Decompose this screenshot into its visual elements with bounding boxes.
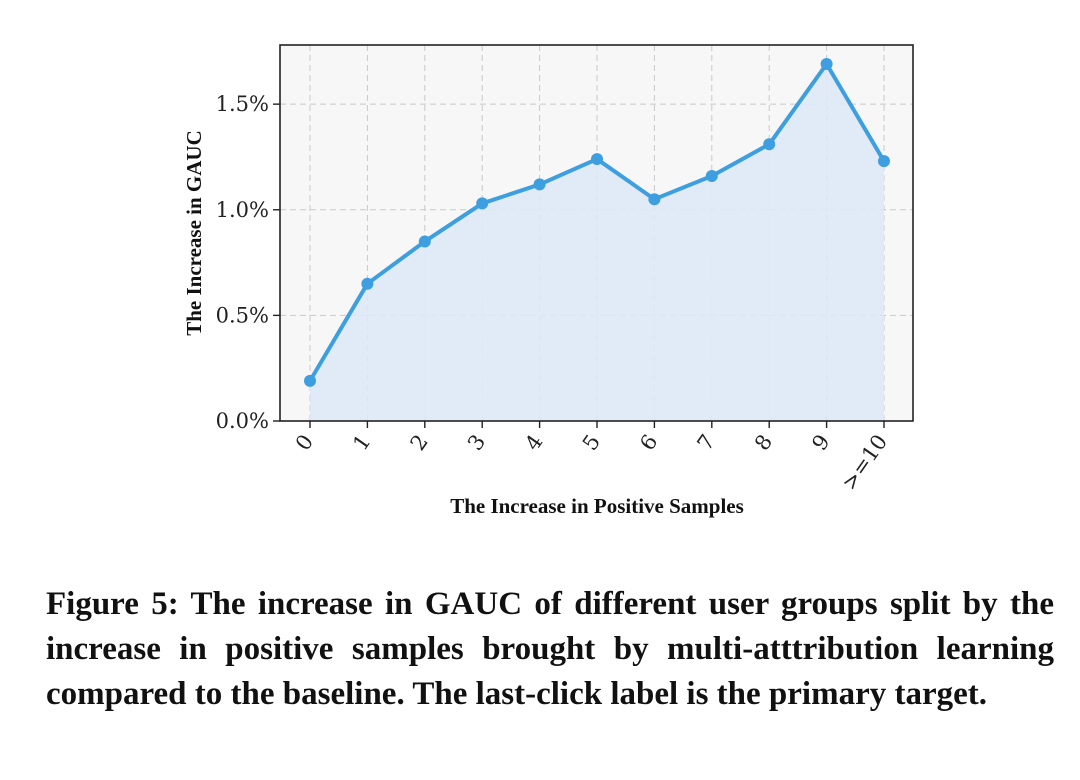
x-tick-label: 1	[348, 430, 375, 455]
gauc-line-chart: 0 1 2 3 4 5 6 7 8 9 >=10 0.0% 0.5% 1.0% 1.5% The Incr…	[182, 44, 914, 518]
x-tick-label: 4	[520, 430, 547, 455]
y-axis-label: The Increase in GAUC	[182, 130, 206, 336]
x-tick-label: 0	[291, 430, 318, 455]
area-fill	[310, 64, 884, 422]
y-tick-label: 0.0%	[216, 409, 269, 433]
x-tick-label: >=10	[837, 430, 892, 494]
data-point	[648, 193, 661, 206]
data-point	[591, 153, 603, 166]
data-point	[476, 197, 489, 210]
y-ticks: 0.0% 0.5% 1.0% 1.5%	[216, 92, 280, 433]
data-point	[418, 235, 431, 248]
y-tick-label: 1.5%	[216, 92, 269, 116]
data-point	[878, 155, 890, 168]
y-tick-label: 1.0%	[216, 198, 269, 222]
x-tick-label: 8	[750, 430, 777, 455]
data-points	[304, 58, 890, 387]
x-tick-label: 2	[406, 430, 433, 455]
x-tick-label: 9	[807, 430, 834, 455]
x-tick-label: 6	[635, 430, 662, 455]
figure-caption: Figure 5: The increase in GAUC of differ…	[46, 586, 1054, 712]
x-tick-label: 3	[463, 430, 490, 455]
data-point	[304, 374, 316, 387]
data-point	[705, 169, 718, 182]
x-tick-label: 7	[693, 430, 720, 455]
y-tick-label: 0.5%	[216, 303, 269, 327]
data-point	[361, 277, 374, 290]
data-point	[533, 178, 546, 191]
data-point	[763, 138, 776, 151]
x-ticks: 0 1 2 3 4 5 6 7 8 9 >=10	[291, 421, 892, 495]
x-tick-label: 5	[578, 430, 605, 455]
x-axis-label: The Increase in Positive Samples	[450, 494, 744, 518]
data-point	[820, 58, 833, 71]
